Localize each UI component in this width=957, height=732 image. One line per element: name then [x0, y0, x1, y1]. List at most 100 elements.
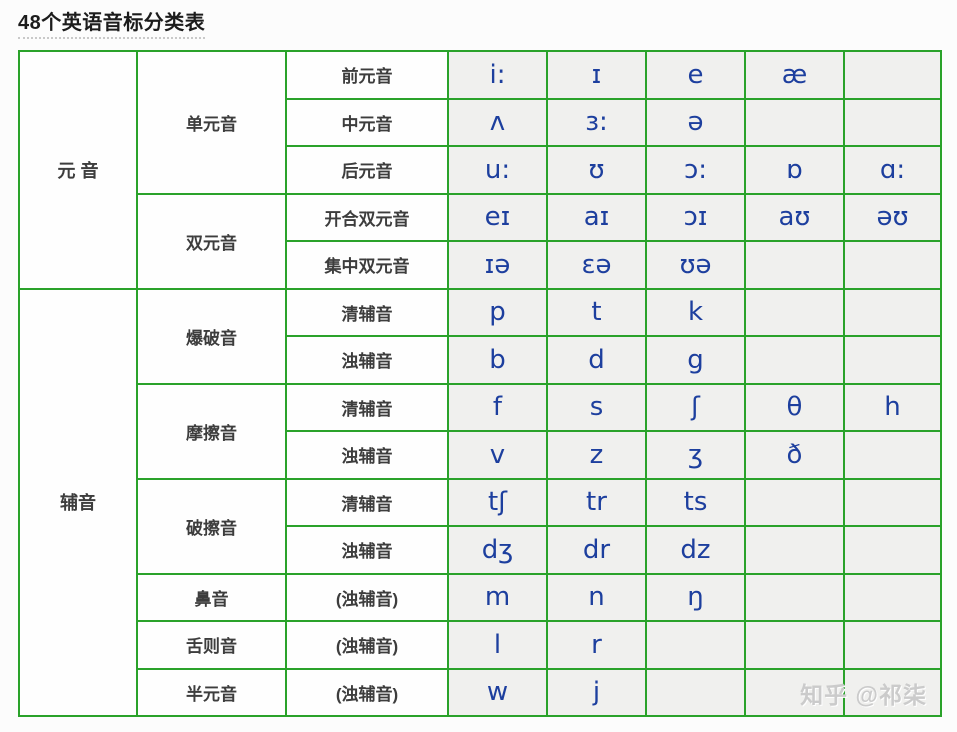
symbol-cell: [645, 667, 746, 717]
symbol-cell: m: [447, 572, 548, 622]
symbol-cell: ɜ:: [546, 97, 647, 147]
symbol-cell: [843, 667, 942, 717]
category-cell-consonant: 辅音: [18, 287, 138, 717]
symbol-cell: [843, 430, 942, 480]
symbol-cell: s: [546, 382, 647, 432]
table-row: 浊辅音 v z ʒ ð: [19, 430, 942, 480]
symbol-cell: [843, 287, 942, 337]
symbol-cell: əʊ: [843, 192, 942, 242]
symbol-cell: ð: [744, 430, 845, 480]
symbol-cell: v: [447, 430, 548, 480]
subcategory-cell-lateral: 舌则音: [136, 620, 287, 670]
symbol-cell: p: [447, 287, 548, 337]
symbol-cell: [843, 620, 942, 670]
symbol-cell: t: [546, 287, 647, 337]
symbol-cell: [843, 240, 942, 290]
symbol-cell: [645, 620, 746, 670]
table-row: 鼻音 (浊辅音) m n ŋ: [19, 572, 942, 622]
table-row: 后元音 u: ʊ ɔ: ɒ ɑ:: [19, 145, 942, 195]
page-title-text: 48个英语音标分类表: [18, 12, 206, 39]
symbol-cell: z: [546, 430, 647, 480]
symbol-cell: æ: [744, 50, 845, 100]
symbol-cell: ɔ:: [645, 145, 746, 195]
symbol-cell: eɪ: [447, 192, 548, 242]
type-cell: (浊辅音): [285, 667, 449, 717]
symbol-cell: ʌ: [447, 97, 548, 147]
symbol-cell: d: [546, 335, 647, 385]
symbol-cell: j: [546, 667, 647, 717]
symbol-cell: h: [843, 382, 942, 432]
type-cell: 浊辅音: [285, 525, 449, 575]
subcategory-cell-nasal: 鼻音: [136, 572, 287, 622]
symbol-cell: ɪ: [546, 50, 647, 100]
symbol-cell: [744, 477, 845, 527]
symbol-cell: ʊə: [645, 240, 746, 290]
symbol-cell: u:: [447, 145, 548, 195]
type-cell: 中元音: [285, 97, 449, 147]
type-cell: 浊辅音: [285, 335, 449, 385]
symbol-cell: [843, 572, 942, 622]
symbol-cell: ɔɪ: [645, 192, 746, 242]
symbol-cell: n: [546, 572, 647, 622]
table-row: 舌则音 (浊辅音) l r: [19, 620, 942, 670]
type-cell: 开合双元音: [285, 192, 449, 242]
subcategory-cell-plosive: 爆破音: [136, 287, 287, 385]
type-cell: 清辅音: [285, 382, 449, 432]
table-row: 浊辅音 b d g: [19, 335, 942, 385]
symbol-cell: ŋ: [645, 572, 746, 622]
page-title: 48个英语音标分类表: [18, 6, 206, 39]
symbol-cell: e: [645, 50, 746, 100]
symbol-cell: [744, 287, 845, 337]
symbol-cell: k: [645, 287, 746, 337]
symbol-cell: [744, 572, 845, 622]
symbol-cell: i:: [447, 50, 548, 100]
type-cell: 前元音: [285, 50, 449, 100]
symbol-cell: l: [447, 620, 548, 670]
type-cell: 后元音: [285, 145, 449, 195]
table-row: 辅音 爆破音 清辅音 p t k: [18, 287, 942, 717]
type-cell: 集中双元音: [285, 240, 449, 290]
symbol-cell: [744, 335, 845, 385]
symbol-cell: w: [447, 667, 548, 717]
subcategory-cell-monophthong: 单元音: [136, 50, 287, 195]
symbol-cell: [843, 97, 942, 147]
symbol-cell: b: [447, 335, 548, 385]
table-row: 摩擦音 清辅音 f s ʃ θ h: [19, 382, 942, 480]
category-cell-vowel: 元 音: [18, 50, 138, 290]
symbol-cell: aʊ: [744, 192, 845, 242]
symbol-cell: ɛə: [546, 240, 647, 290]
symbol-cell: ə: [645, 97, 746, 147]
symbol-cell: dr: [546, 525, 647, 575]
type-cell: (浊辅音): [285, 572, 449, 622]
type-cell: 清辅音: [285, 477, 449, 527]
symbol-cell: [744, 620, 845, 670]
subcategory-cell-diphthong: 双元音: [136, 192, 287, 290]
symbol-cell: ʊ: [546, 145, 647, 195]
symbol-cell: [843, 525, 942, 575]
symbol-cell: f: [447, 382, 548, 432]
symbol-cell: r: [546, 620, 647, 670]
phonetic-classification-table: 元 音 单元音 前元音 i: ɪ e æ 中元音 ʌ ɜ: ə 后元音 u: ʊ: [18, 50, 942, 717]
symbol-cell: aɪ: [546, 192, 647, 242]
symbol-cell: ɒ: [744, 145, 845, 195]
type-cell: 浊辅音: [285, 430, 449, 480]
table-row: 半元音 (浊辅音) w j: [19, 667, 942, 717]
symbol-cell: [744, 667, 845, 717]
type-cell: 清辅音: [285, 287, 449, 337]
symbol-cell: [843, 477, 942, 527]
subcategory-cell-semivowel: 半元音: [136, 667, 287, 717]
symbol-cell: ʃ: [645, 382, 746, 432]
symbol-cell: [744, 525, 845, 575]
symbol-cell: g: [645, 335, 746, 385]
table-row: 中元音 ʌ ɜ: ə: [19, 97, 942, 147]
symbol-cell: θ: [744, 382, 845, 432]
symbol-cell: ɑ:: [843, 145, 942, 195]
subcategory-cell-affricate: 破擦音: [136, 477, 287, 575]
symbol-cell: dʒ: [447, 525, 548, 575]
symbol-cell: [744, 97, 845, 147]
table-row: 破擦音 清辅音 tʃ tr ts: [19, 477, 942, 575]
symbol-cell: ʒ: [645, 430, 746, 480]
symbol-cell: tʃ: [447, 477, 548, 527]
symbol-cell: [744, 240, 845, 290]
